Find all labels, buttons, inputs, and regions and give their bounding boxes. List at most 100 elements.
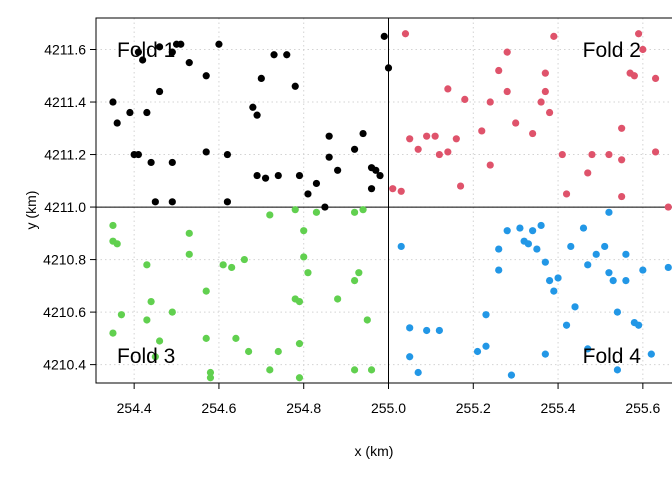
fold-2-point: [461, 95, 469, 104]
fold-4-point: [507, 371, 516, 379]
fold-4-point: [622, 250, 630, 258]
fold-2-point: [630, 72, 638, 80]
fold-3-point: [295, 374, 304, 382]
fold-4-point: [635, 321, 643, 329]
fold-2-point: [558, 150, 566, 159]
fold-4-point: [482, 342, 490, 350]
fold-3-point: [240, 255, 248, 264]
fold-1-point: [126, 108, 134, 117]
fold-1-point: [139, 56, 147, 64]
fold-1-point: [155, 87, 164, 96]
fold-2-point: [618, 124, 626, 132]
fold-2-point: [651, 148, 660, 156]
fold-4-point: [473, 347, 482, 356]
fold-3-point: [274, 347, 282, 356]
fold-3-point: [168, 308, 176, 316]
fold-3-point: [266, 366, 274, 374]
fold-1-point: [202, 72, 210, 80]
fold-3-point: [185, 250, 193, 258]
fold-2-point: [550, 32, 558, 40]
x-tick-label: 255.0: [371, 400, 406, 416]
fold-2-point: [588, 150, 596, 159]
fold-1-point: [143, 108, 151, 117]
fold-2-point: [635, 30, 643, 38]
fold-1-point: [134, 150, 142, 159]
fold-3-point: [334, 295, 342, 303]
fold-4-point: [584, 345, 592, 353]
fold-3-label: Fold 3: [117, 345, 175, 368]
fold-4-point: [567, 242, 575, 251]
fold-2-point: [397, 187, 405, 195]
fold-3-point: [363, 316, 371, 324]
fold-1-point: [270, 51, 278, 59]
fold-1-point: [372, 166, 380, 174]
fold-4-point: [622, 276, 630, 285]
y-tick-label: 4211.4: [44, 94, 86, 110]
fold-3-point: [295, 297, 304, 306]
fold-2-point: [444, 85, 452, 93]
fold-4-point: [554, 274, 562, 282]
fold-1-point: [325, 153, 333, 161]
fold-2-point: [618, 156, 626, 164]
fold-3-point: [300, 227, 308, 235]
fold-1-point: [168, 198, 176, 206]
fold-3-point: [367, 366, 376, 374]
fold-1-point: [109, 98, 117, 106]
fold-1-point: [215, 40, 223, 48]
fold-2-point: [605, 150, 613, 159]
fold-3-point: [359, 206, 367, 214]
fold-2-point: [503, 48, 511, 56]
fold-4-point: [613, 366, 622, 374]
fold-1-point: [384, 64, 393, 72]
fold-3-point: [206, 374, 215, 382]
fold-2-point: [541, 69, 549, 77]
fold-3-point: [109, 221, 117, 230]
fold-2-point: [478, 127, 486, 135]
fold-1-point: [304, 190, 312, 198]
fold-2-point: [639, 45, 647, 54]
y-tick-label: 4210.8: [43, 252, 86, 268]
fold-1-point: [291, 82, 299, 90]
fold-3-point: [147, 297, 155, 306]
fold-1-point: [113, 119, 121, 127]
fold-3-point: [202, 287, 210, 295]
fold-1-point: [334, 166, 342, 174]
fold-4-point: [613, 308, 622, 316]
fold-2-point: [495, 66, 503, 75]
fold-3-point: [143, 261, 151, 269]
fold-3-point: [355, 269, 363, 277]
fold-4-point: [406, 353, 414, 361]
fold-2-point: [414, 145, 422, 153]
fold-4-label: Fold 4: [583, 345, 642, 368]
fold-3-point: [219, 261, 227, 269]
fold-4-point: [639, 266, 647, 274]
y-tick-label: 4210.4: [43, 357, 86, 373]
fold-1-point: [367, 185, 376, 193]
fold-2-point: [651, 74, 660, 82]
fold-2-point: [664, 203, 672, 211]
fold-4-point: [605, 208, 613, 216]
fold-1-label: Fold 1: [117, 39, 175, 62]
fold-4-point: [503, 227, 511, 235]
fold-2-point: [537, 98, 545, 106]
fold-4-point: [495, 245, 503, 253]
fold-4-point: [435, 326, 443, 335]
fold-dividers: [96, 18, 672, 383]
fold-2-point: [618, 192, 626, 201]
fold-3-point: [350, 208, 359, 216]
fold-1-point: [223, 150, 232, 159]
fold-2-point: [406, 135, 414, 143]
fold-4-point: [406, 324, 414, 332]
fold-1-point: [253, 111, 261, 119]
fold-1-point: [350, 145, 359, 153]
fold-2-point: [435, 150, 443, 159]
y-axis-title: y (km): [23, 191, 39, 230]
x-tick-label: 254.8: [286, 400, 321, 416]
fold-1-point: [147, 158, 155, 167]
fold-2-point: [529, 129, 537, 138]
fold-3-point: [300, 253, 308, 261]
fold-3-point: [245, 347, 253, 356]
fold-1-point: [151, 198, 159, 206]
fold-2-point: [431, 132, 439, 140]
fold-1-point: [283, 51, 291, 59]
